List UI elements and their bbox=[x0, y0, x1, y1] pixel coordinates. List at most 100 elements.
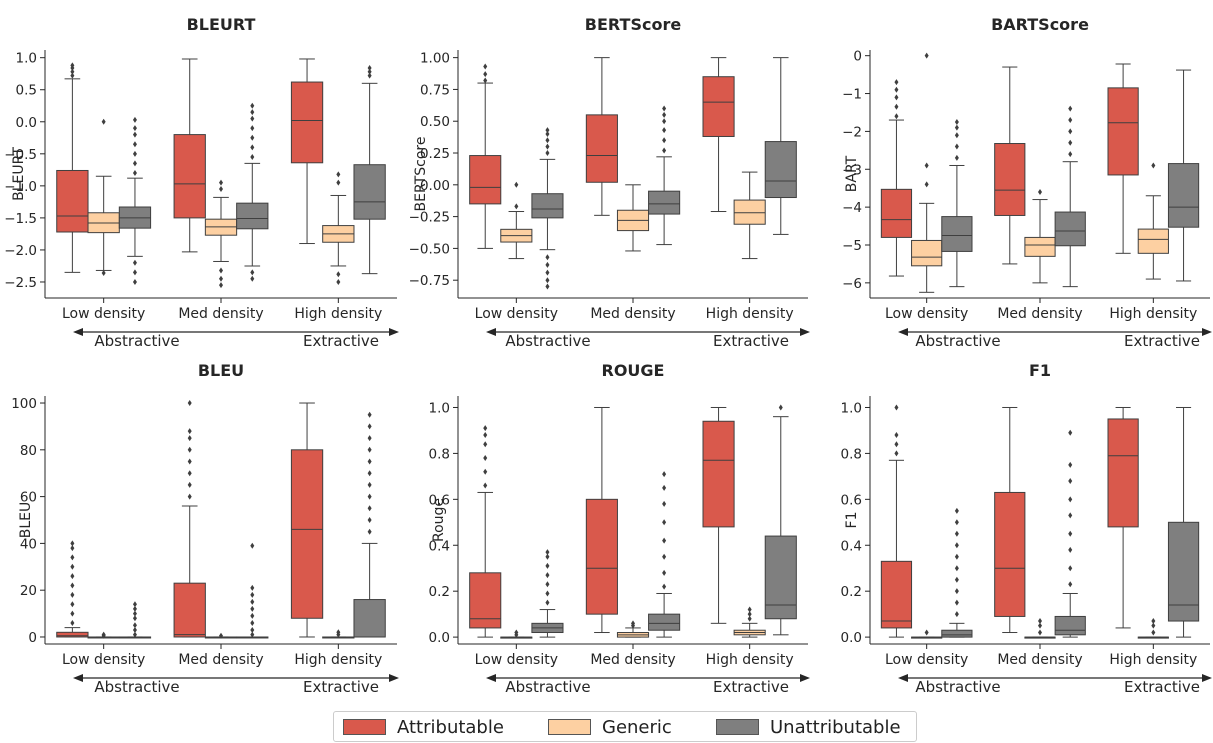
flier-point bbox=[483, 432, 488, 439]
box-attributable bbox=[173, 58, 206, 253]
flier-point bbox=[631, 620, 635, 627]
box-body bbox=[880, 560, 913, 629]
box-unattributable bbox=[648, 105, 681, 246]
box-attributable bbox=[290, 58, 324, 245]
box-body bbox=[733, 199, 766, 225]
flier-point bbox=[954, 599, 959, 606]
flier-point bbox=[545, 137, 550, 144]
y-tick-label: 1.0 bbox=[16, 51, 37, 67]
box-generic bbox=[911, 629, 943, 639]
flier-point bbox=[250, 598, 255, 605]
x-tick-label: High density bbox=[294, 306, 382, 322]
x-tick-label: Low density bbox=[62, 652, 145, 668]
flier-point bbox=[367, 470, 372, 477]
flier-point bbox=[514, 203, 519, 210]
flier-point bbox=[219, 632, 223, 639]
box-body bbox=[1054, 211, 1086, 247]
flier-point bbox=[70, 573, 75, 580]
box-attributable bbox=[880, 79, 913, 277]
y-tick-label: 0.25 bbox=[420, 146, 450, 162]
flier-point bbox=[219, 282, 223, 289]
y-tick-label: −0.50 bbox=[409, 241, 450, 257]
box-body bbox=[994, 143, 1026, 216]
y-tick-label: 0.8 bbox=[429, 446, 450, 462]
box-unattributable bbox=[1167, 406, 1200, 638]
box-attributable bbox=[1107, 63, 1139, 254]
box-body bbox=[290, 449, 324, 619]
y-tick-label: 1.00 bbox=[420, 51, 450, 67]
flier-point bbox=[1068, 429, 1073, 436]
flier-point bbox=[545, 590, 550, 597]
flier-point bbox=[70, 601, 75, 608]
flier-point bbox=[747, 615, 752, 622]
box-body bbox=[702, 420, 735, 528]
extractive-label: Extractive bbox=[303, 678, 379, 696]
box-unattributable bbox=[941, 118, 973, 288]
flier-point bbox=[545, 283, 550, 290]
flier-point bbox=[132, 622, 137, 629]
box-unattributable bbox=[531, 127, 564, 290]
flier-point bbox=[545, 130, 550, 137]
y-tick-label: 0.50 bbox=[420, 114, 450, 130]
flier-point bbox=[662, 519, 667, 526]
flier-point bbox=[954, 542, 959, 549]
flier-point bbox=[132, 141, 137, 148]
flier-point bbox=[70, 582, 75, 589]
box-body bbox=[236, 202, 269, 230]
y-tick-label: 0.00 bbox=[420, 178, 450, 194]
flier-point bbox=[545, 127, 550, 134]
box-unattributable bbox=[353, 411, 386, 638]
flier-point bbox=[250, 631, 255, 638]
flier-point bbox=[1068, 581, 1073, 588]
flier-point bbox=[367, 458, 372, 465]
flier-point bbox=[219, 267, 223, 274]
flier-point bbox=[336, 171, 341, 178]
flier-point bbox=[545, 277, 550, 284]
flier-point bbox=[70, 62, 75, 69]
flier-point bbox=[545, 599, 550, 606]
flier-point bbox=[367, 423, 372, 430]
box-attributable bbox=[469, 63, 502, 249]
flier-point bbox=[70, 554, 75, 561]
box-generic bbox=[1137, 618, 1169, 639]
flier-point bbox=[132, 626, 137, 633]
flier-point bbox=[367, 435, 372, 442]
box-attributable bbox=[702, 406, 735, 624]
flier-point bbox=[70, 545, 75, 552]
flier-point bbox=[367, 446, 372, 453]
box-unattributable bbox=[941, 507, 973, 638]
box-unattributable bbox=[236, 542, 269, 639]
flier-point bbox=[132, 259, 137, 266]
y-tick-label: −2.5 bbox=[4, 275, 37, 291]
y-tick-label: −0.5 bbox=[4, 147, 37, 163]
flier-point bbox=[662, 583, 667, 590]
flier-point bbox=[483, 425, 488, 432]
legend: Attributable Generic Unattributable bbox=[333, 711, 917, 742]
arrow-head-right bbox=[800, 328, 810, 336]
legend-item-generic: Generic bbox=[548, 716, 672, 738]
flier-point bbox=[894, 86, 899, 93]
box-unattributable bbox=[1054, 105, 1086, 288]
flier-point bbox=[954, 143, 959, 150]
flier-point bbox=[545, 549, 550, 556]
flier-point bbox=[336, 629, 341, 636]
flier-point bbox=[1151, 629, 1156, 636]
y-tick-label: −0.75 bbox=[409, 273, 450, 289]
legend-label: Generic bbox=[602, 716, 672, 738]
box-attributable bbox=[173, 400, 206, 638]
y-tick-label: 0.4 bbox=[429, 538, 450, 554]
box-unattributable bbox=[1167, 69, 1200, 282]
x-tick-label: Med density bbox=[178, 652, 263, 668]
flier-point bbox=[367, 68, 372, 75]
box-body bbox=[880, 188, 913, 238]
flier-point bbox=[70, 610, 75, 617]
y-tick-label: −6 bbox=[842, 276, 862, 292]
flier-point bbox=[250, 275, 255, 282]
y-tick-label: 0.0 bbox=[841, 630, 862, 646]
chart-title: BERTScore bbox=[585, 15, 682, 34]
flier-point bbox=[250, 115, 255, 122]
flier-point bbox=[954, 530, 959, 537]
flier-point bbox=[101, 118, 106, 125]
flier-point bbox=[662, 127, 667, 134]
extractive-label: Extractive bbox=[1124, 678, 1200, 696]
